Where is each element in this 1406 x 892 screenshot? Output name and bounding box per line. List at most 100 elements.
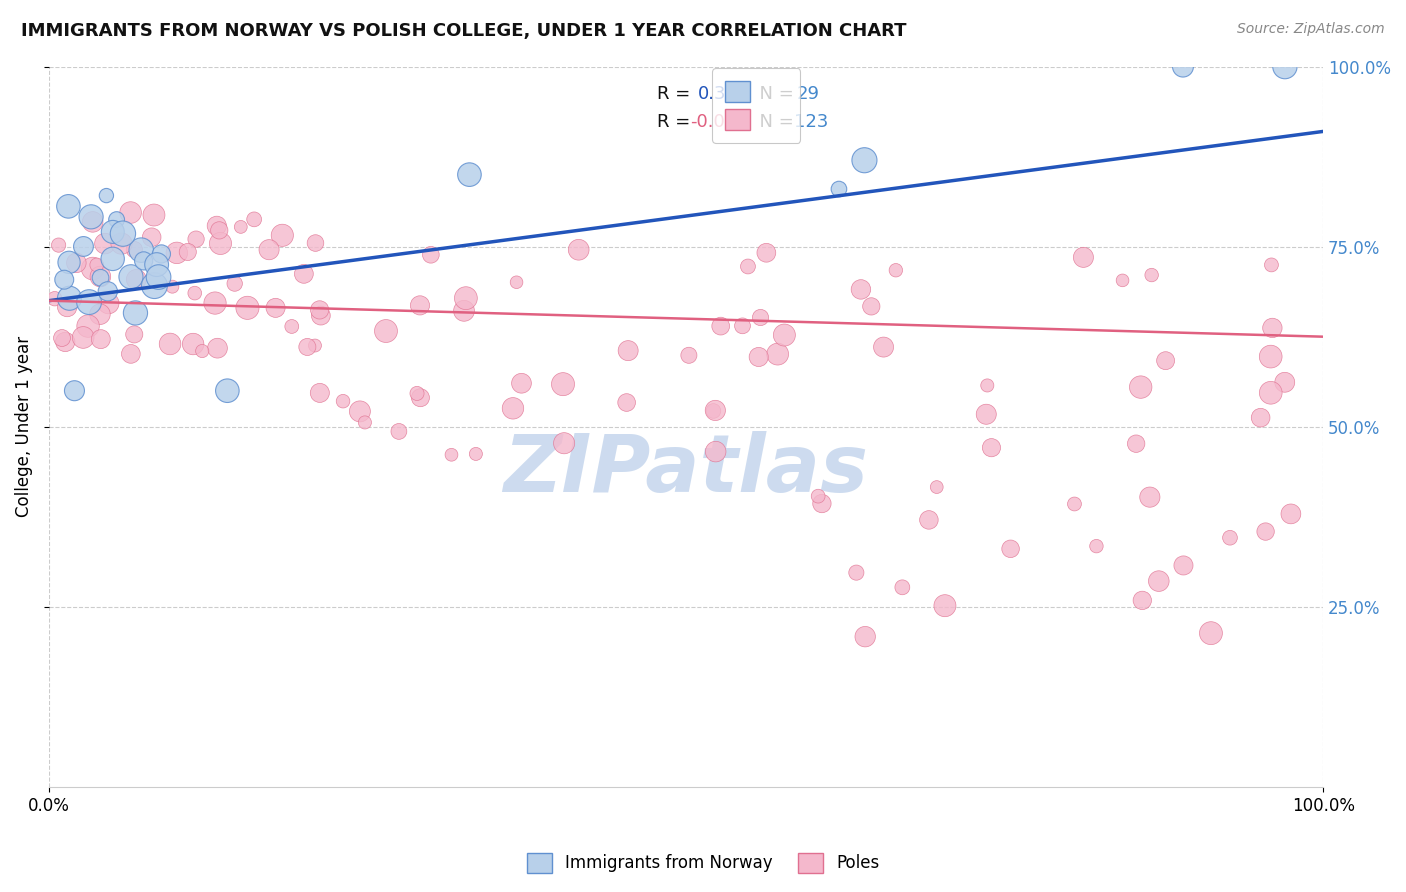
Point bbox=[1254, 524, 1277, 539]
Text: N =: N = bbox=[748, 113, 800, 131]
Text: 0.303: 0.303 bbox=[697, 85, 749, 103]
Point bbox=[124, 243, 146, 257]
Point bbox=[1129, 380, 1152, 394]
Point bbox=[97, 285, 120, 299]
Point bbox=[891, 580, 914, 594]
Point bbox=[208, 223, 231, 237]
Point bbox=[853, 153, 876, 168]
Point bbox=[1073, 251, 1095, 265]
Point bbox=[773, 328, 796, 343]
Point bbox=[1140, 268, 1163, 282]
Text: -0.067: -0.067 bbox=[690, 113, 748, 131]
Point bbox=[1219, 531, 1241, 545]
Point bbox=[308, 385, 330, 400]
Point bbox=[82, 215, 104, 229]
Point bbox=[388, 425, 411, 439]
Point bbox=[90, 332, 112, 346]
Point bbox=[110, 236, 132, 251]
Point bbox=[1260, 385, 1282, 400]
Point bbox=[150, 247, 173, 261]
Point bbox=[849, 282, 872, 296]
Point bbox=[145, 258, 167, 272]
Point bbox=[976, 378, 998, 392]
Point bbox=[505, 275, 527, 289]
Point bbox=[737, 260, 759, 274]
Point bbox=[704, 403, 727, 417]
Point bbox=[807, 489, 830, 503]
Point bbox=[1147, 574, 1170, 588]
Point bbox=[148, 270, 170, 285]
Point bbox=[292, 267, 315, 281]
Point bbox=[934, 599, 956, 613]
Point bbox=[853, 630, 876, 644]
Point bbox=[678, 348, 700, 362]
Legend: Immigrants from Norway, Poles: Immigrants from Norway, Poles bbox=[520, 847, 886, 880]
Point bbox=[124, 306, 146, 320]
Point bbox=[304, 235, 326, 250]
Point bbox=[94, 236, 117, 251]
Text: R =: R = bbox=[657, 85, 702, 103]
Point bbox=[309, 309, 332, 323]
Point bbox=[236, 301, 259, 315]
Point bbox=[297, 340, 319, 354]
Point bbox=[58, 291, 80, 305]
Y-axis label: College, Under 1 year: College, Under 1 year bbox=[15, 336, 32, 517]
Point bbox=[308, 302, 330, 317]
Point bbox=[111, 227, 134, 241]
Point bbox=[80, 210, 103, 224]
Point bbox=[143, 278, 166, 293]
Point bbox=[56, 300, 79, 314]
Point bbox=[1085, 539, 1108, 553]
Point bbox=[925, 480, 948, 494]
Text: Source: ZipAtlas.com: Source: ZipAtlas.com bbox=[1237, 22, 1385, 37]
Point bbox=[162, 279, 184, 293]
Point bbox=[281, 319, 304, 334]
Point bbox=[191, 344, 214, 359]
Point bbox=[58, 199, 80, 213]
Point bbox=[551, 377, 574, 392]
Point bbox=[553, 436, 575, 450]
Point bbox=[132, 253, 155, 268]
Point bbox=[704, 444, 727, 458]
Point bbox=[120, 205, 142, 219]
Point bbox=[755, 245, 778, 260]
Point bbox=[568, 243, 591, 257]
Point bbox=[1199, 626, 1222, 640]
Point bbox=[77, 295, 100, 310]
Point bbox=[354, 416, 377, 430]
Point bbox=[205, 219, 228, 233]
Point bbox=[96, 188, 118, 202]
Point bbox=[1125, 436, 1147, 450]
Point bbox=[89, 269, 111, 284]
Point bbox=[828, 182, 851, 196]
Point bbox=[974, 407, 997, 421]
Point bbox=[97, 296, 120, 310]
Legend:     ,     : , bbox=[711, 69, 800, 143]
Point bbox=[510, 376, 533, 391]
Point bbox=[860, 299, 883, 313]
Point bbox=[1279, 507, 1302, 521]
Point bbox=[304, 338, 326, 352]
Point bbox=[72, 239, 94, 253]
Point bbox=[86, 258, 108, 272]
Point bbox=[872, 340, 894, 354]
Point bbox=[419, 248, 441, 262]
Point bbox=[204, 296, 226, 310]
Point bbox=[1111, 273, 1133, 287]
Point bbox=[90, 270, 112, 285]
Point bbox=[166, 245, 188, 260]
Point bbox=[749, 310, 772, 325]
Point bbox=[63, 384, 86, 398]
Point bbox=[51, 331, 73, 345]
Point bbox=[105, 212, 128, 227]
Point bbox=[454, 291, 477, 305]
Point bbox=[101, 225, 124, 239]
Point bbox=[181, 337, 204, 351]
Point bbox=[748, 350, 770, 364]
Point bbox=[207, 341, 229, 355]
Point bbox=[616, 395, 638, 409]
Point bbox=[82, 261, 104, 276]
Point bbox=[184, 286, 207, 301]
Point bbox=[264, 301, 287, 315]
Point bbox=[65, 256, 87, 270]
